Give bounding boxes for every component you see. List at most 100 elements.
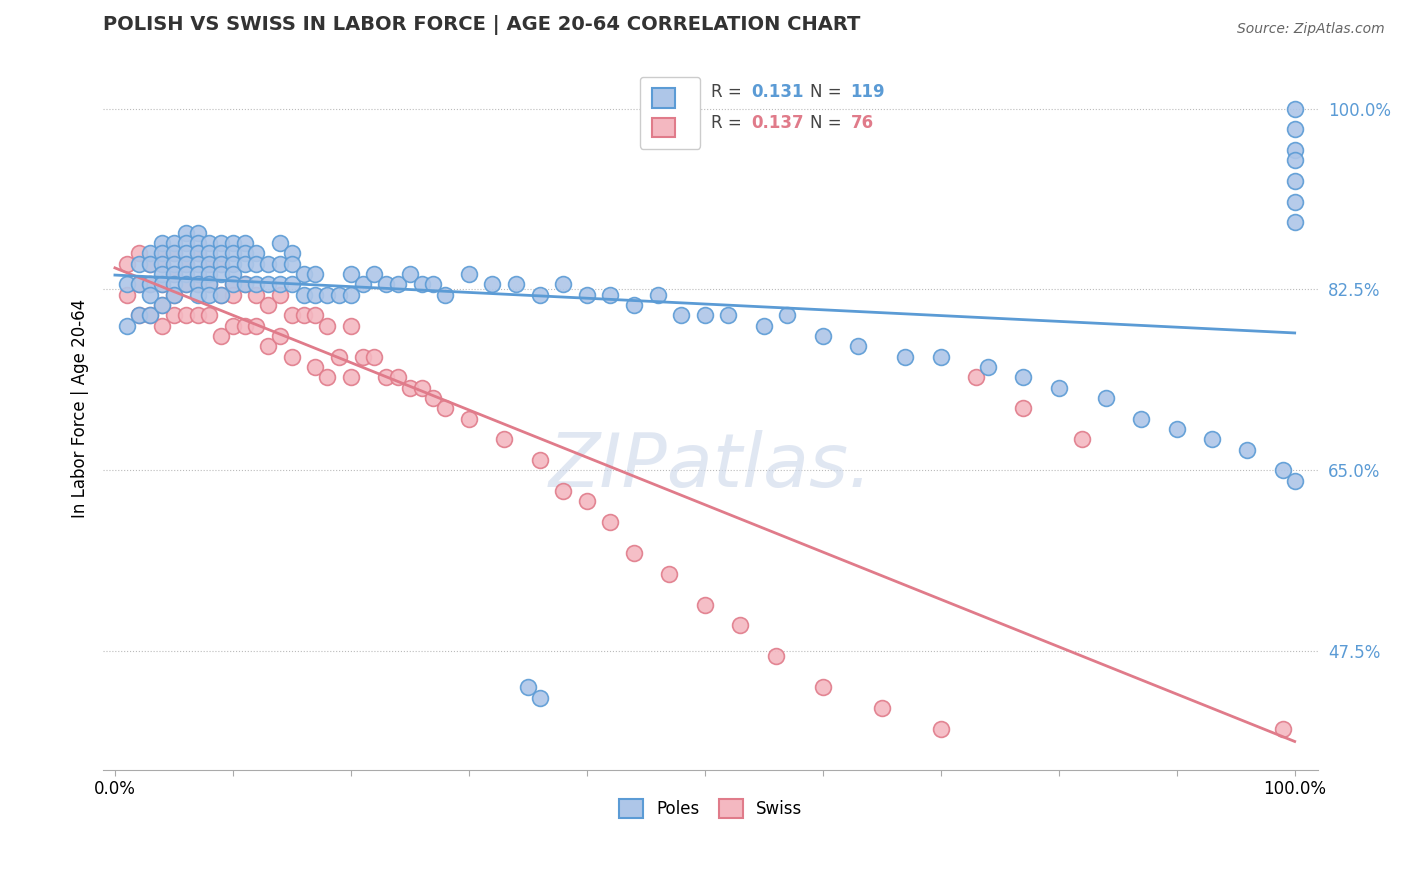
Point: [811, 329, 834, 343]
Point: [150, 246, 173, 260]
Point: [186, 267, 208, 281]
Point: [186, 277, 208, 292]
Point: [1095, 391, 1118, 405]
Point: [304, 359, 326, 374]
Text: 119: 119: [851, 83, 884, 101]
Point: [304, 309, 326, 323]
Point: [139, 246, 162, 260]
Point: [375, 277, 398, 292]
Point: [1284, 474, 1306, 488]
Point: [115, 277, 138, 292]
Point: [150, 277, 173, 292]
Y-axis label: In Labor Force | Age 20-64: In Labor Force | Age 20-64: [72, 299, 89, 518]
Point: [222, 287, 245, 301]
Point: [128, 246, 150, 260]
Point: [186, 235, 208, 250]
Point: [1166, 422, 1188, 436]
Point: [340, 370, 363, 384]
Point: [150, 257, 173, 271]
Point: [553, 483, 575, 498]
Point: [765, 649, 787, 664]
Point: [411, 381, 433, 395]
Point: [209, 246, 232, 260]
Point: [1271, 722, 1294, 736]
Point: [658, 566, 681, 581]
Point: [209, 287, 232, 301]
Point: [174, 257, 197, 271]
Point: [269, 257, 291, 271]
Point: [281, 350, 304, 364]
Point: [198, 257, 221, 271]
Point: [233, 257, 256, 271]
Point: [222, 235, 245, 250]
Point: [128, 309, 150, 323]
Point: [340, 267, 363, 281]
Point: [186, 287, 208, 301]
Point: [115, 257, 138, 271]
Point: [1284, 122, 1306, 136]
Text: N =: N =: [810, 83, 848, 101]
Point: [281, 246, 304, 260]
Point: [186, 277, 208, 292]
Point: [623, 546, 645, 560]
Point: [363, 267, 385, 281]
Point: [693, 309, 716, 323]
Point: [198, 277, 221, 292]
Point: [139, 257, 162, 271]
Point: [233, 277, 256, 292]
Point: [399, 267, 422, 281]
Point: [434, 287, 457, 301]
Point: [647, 287, 669, 301]
Point: [186, 246, 208, 260]
Point: [1047, 381, 1070, 395]
Point: [717, 309, 740, 323]
Point: [150, 257, 173, 271]
Point: [174, 309, 197, 323]
Point: [304, 267, 326, 281]
Point: [139, 277, 162, 292]
Point: [209, 235, 232, 250]
Point: [529, 690, 551, 705]
Point: [553, 277, 575, 292]
Point: [623, 298, 645, 312]
Point: [257, 339, 280, 353]
Point: [269, 287, 291, 301]
Point: [269, 277, 291, 292]
Point: [209, 267, 232, 281]
Point: [316, 370, 339, 384]
Point: [1284, 153, 1306, 168]
Point: [174, 257, 197, 271]
Point: [186, 226, 208, 240]
Point: [599, 287, 621, 301]
Point: [269, 329, 291, 343]
Text: 76: 76: [851, 113, 873, 132]
Point: [375, 370, 398, 384]
Point: [139, 309, 162, 323]
Point: [139, 277, 162, 292]
Point: [174, 277, 197, 292]
Point: [163, 287, 186, 301]
Point: [198, 267, 221, 281]
Point: [163, 287, 186, 301]
Point: [1012, 401, 1035, 416]
Point: [222, 267, 245, 281]
Point: [1284, 194, 1306, 209]
Point: [328, 350, 350, 364]
Point: [1201, 433, 1223, 447]
Point: [150, 298, 173, 312]
Point: [929, 350, 952, 364]
Point: [245, 287, 267, 301]
Point: [163, 246, 186, 260]
Point: [929, 722, 952, 736]
Point: [209, 287, 232, 301]
Point: [198, 277, 221, 292]
Point: [894, 350, 917, 364]
Point: [1284, 102, 1306, 116]
Point: [163, 246, 186, 260]
Point: [245, 277, 267, 292]
Point: [292, 309, 315, 323]
Point: [245, 318, 267, 333]
Text: 0.137: 0.137: [751, 113, 803, 132]
Point: [209, 329, 232, 343]
Point: [846, 339, 869, 353]
